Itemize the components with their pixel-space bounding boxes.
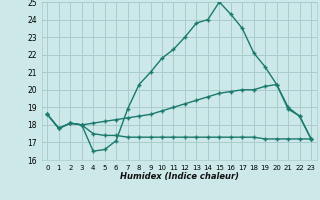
X-axis label: Humidex (Indice chaleur): Humidex (Indice chaleur) — [120, 172, 239, 181]
